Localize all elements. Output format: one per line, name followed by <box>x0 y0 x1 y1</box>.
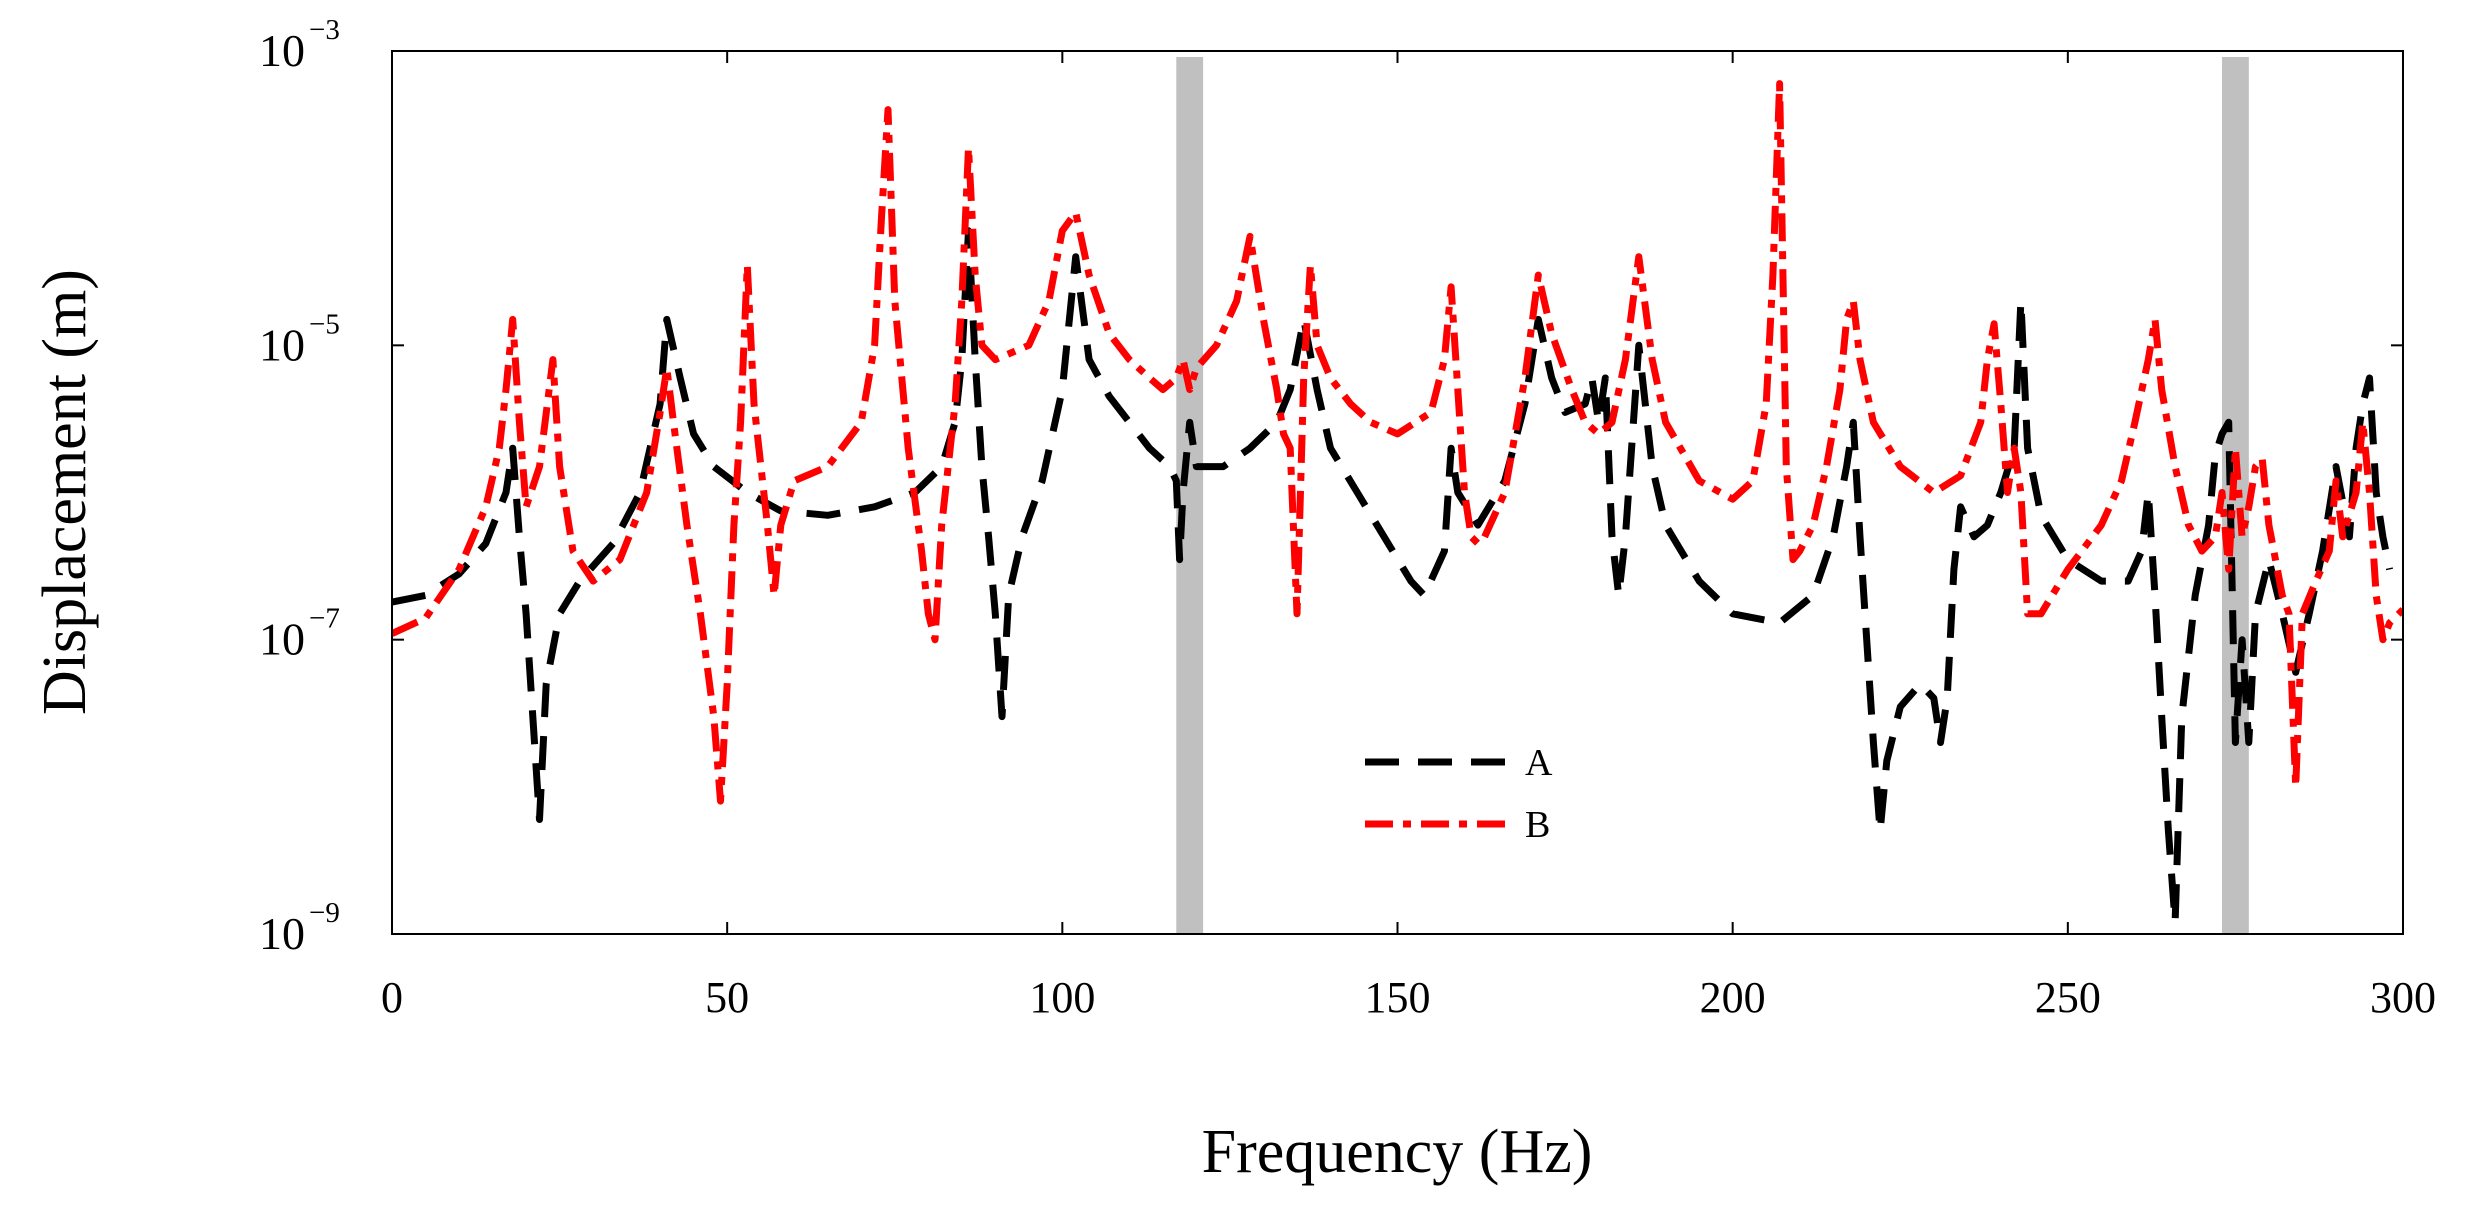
series-line-b <box>392 80 2403 805</box>
y-tick-label-base: 10 <box>259 908 305 959</box>
legend-label-a: A <box>1525 742 1553 784</box>
legend: A B <box>1365 742 1553 846</box>
y-tick-label-exponent: −5 <box>309 308 340 340</box>
x-axis: 0 50 100 150 200 250 300 <box>381 51 2436 1022</box>
legend-label-b: B <box>1525 804 1550 846</box>
x-tick-label: 100 <box>1029 973 1095 1022</box>
y-axis: 10−910−710−510−3 <box>259 14 2403 959</box>
y-tick-label-exponent: −7 <box>309 603 340 635</box>
y-tick-label-base: 10 <box>259 614 305 665</box>
x-tick-label: 150 <box>1365 973 1431 1022</box>
series-group <box>392 80 2403 926</box>
y-axis-label: Displacement (m) <box>31 269 99 715</box>
y-tick-label-base: 10 <box>259 319 305 370</box>
y-tick-label-base: 10 <box>259 25 305 76</box>
x-tick-label: 50 <box>705 973 749 1022</box>
x-tick-label: 200 <box>1700 973 1766 1022</box>
x-tick-label: 250 <box>2035 973 2101 1022</box>
x-axis-label: Frequency (Hz) <box>1202 1118 1593 1186</box>
highlight-band-1 <box>1176 57 1204 934</box>
x-tick-label: 0 <box>381 973 403 1022</box>
series-line-a <box>392 227 2394 926</box>
x-tick-label: 300 <box>2370 973 2436 1022</box>
y-tick-label-exponent: −9 <box>309 897 340 929</box>
y-tick-label-exponent: −3 <box>309 14 340 46</box>
